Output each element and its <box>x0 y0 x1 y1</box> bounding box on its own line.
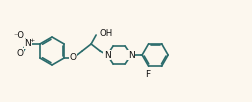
Text: +: + <box>29 38 34 43</box>
Text: O: O <box>69 54 76 63</box>
Text: OH: OH <box>99 29 112 38</box>
Text: N: N <box>24 39 31 48</box>
Text: ⁻O: ⁻O <box>13 32 24 40</box>
Text: N: N <box>127 50 134 59</box>
Text: N: N <box>103 50 110 59</box>
Text: F: F <box>144 70 150 79</box>
Text: O: O <box>16 48 23 58</box>
